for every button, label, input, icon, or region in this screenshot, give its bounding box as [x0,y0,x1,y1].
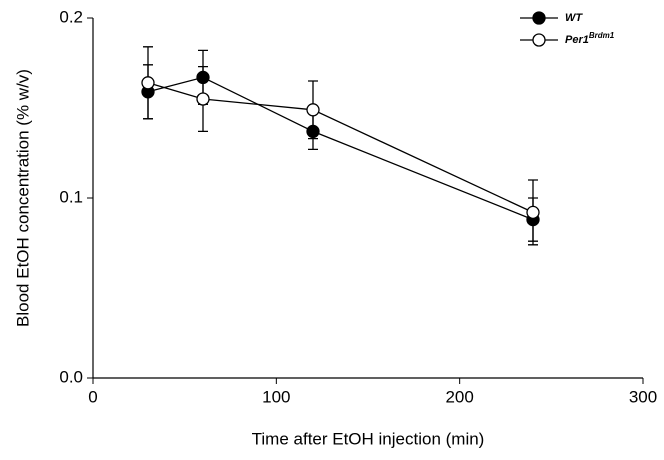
x-tick-label: 300 [629,387,657,406]
data-point [306,103,320,117]
legend-name: WT [565,12,583,24]
legend-name: Per1 [565,34,589,46]
legend-marker [532,11,546,25]
legend-label: Per1Brdm1 [565,31,615,46]
x-tick-label: 0 [88,387,97,406]
y-tick-label: 0.0 [59,367,83,386]
data-point [141,76,155,90]
legend-marker [532,33,546,47]
x-tick-label: 100 [262,387,290,406]
data-point [196,92,210,106]
legend-superscript: Brdm1 [589,31,615,40]
x-axis-label: Time after EtOH injection (min) [252,429,485,448]
y-axis-label: Blood EtOH concentration (% w/v) [13,69,32,327]
y-tick-label: 0.1 [59,187,83,206]
y-tick-label: 0.2 [59,7,83,26]
series-line [147,82,534,213]
data-point [526,205,540,220]
legend-label: WT [565,12,583,24]
x-tick-label: 200 [445,387,473,406]
